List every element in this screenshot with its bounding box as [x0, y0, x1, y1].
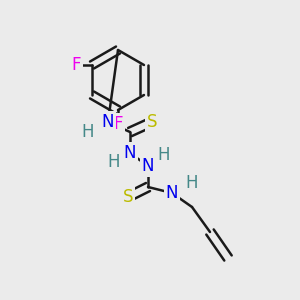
Text: S: S — [147, 113, 157, 131]
Text: S: S — [123, 188, 133, 206]
Text: N: N — [124, 144, 136, 162]
Text: F: F — [71, 56, 81, 74]
Text: N: N — [102, 113, 114, 131]
Text: H: H — [158, 146, 170, 164]
Text: N: N — [142, 157, 154, 175]
Text: H: H — [108, 153, 120, 171]
Text: H: H — [186, 174, 198, 192]
Text: F: F — [113, 115, 123, 133]
Text: N: N — [166, 184, 178, 202]
Text: H: H — [82, 123, 94, 141]
